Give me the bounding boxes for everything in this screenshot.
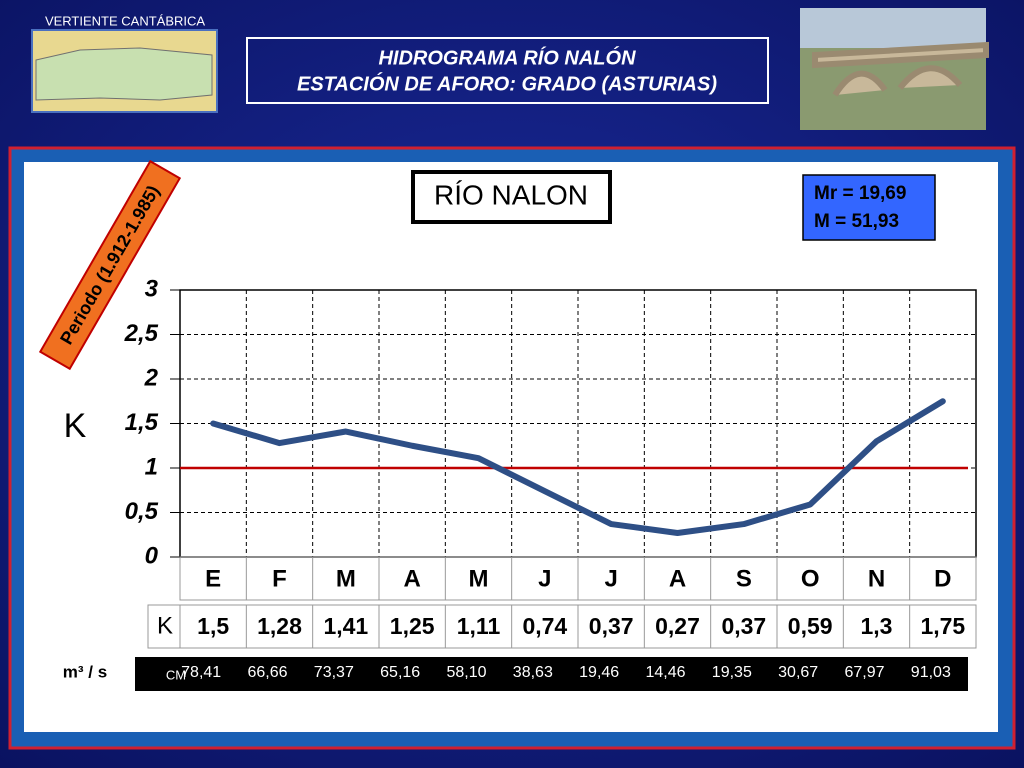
y-tick-label: 1 <box>145 453 158 480</box>
data-label: 0,74 <box>522 613 567 639</box>
data-label: 1,3 <box>861 613 893 639</box>
flow-value: 67,97 <box>844 664 884 681</box>
title-box <box>246 37 769 104</box>
x-tick-label: O <box>801 565 820 592</box>
data-label: 1,5 <box>197 613 229 639</box>
y-axis-label: K <box>64 407 87 445</box>
row-label: K <box>157 612 173 639</box>
flow-value: 73,37 <box>314 664 354 681</box>
flow-value: 19,35 <box>712 664 752 681</box>
region-label: VERTIENTE CANTÁBRICA <box>45 13 205 28</box>
flow-value: 91,03 <box>911 664 951 681</box>
y-tick-label: 0,5 <box>125 498 159 525</box>
data-label: 1,25 <box>390 613 435 639</box>
flow-value: 30,67 <box>778 664 818 681</box>
data-label: 1,28 <box>257 613 302 639</box>
data-label: 1,41 <box>323 613 368 639</box>
x-tick-label: E <box>205 565 221 592</box>
x-tick-label: J <box>538 565 551 592</box>
flow-value: 66,66 <box>247 664 287 681</box>
stats-box <box>802 174 936 241</box>
flow-value: 78,41 <box>181 664 221 681</box>
y-tick-label: 2,5 <box>124 320 159 347</box>
x-tick-label: F <box>272 565 287 592</box>
data-label: 1,75 <box>920 613 965 639</box>
title-line: ESTACIÓN DE AFORO: GRADO (ASTURIAS) <box>297 71 717 95</box>
x-tick-label: A <box>403 565 420 592</box>
category-row <box>179 556 977 601</box>
stat: Mr = 19,69 <box>814 183 906 204</box>
flow-row-label: CM <box>166 667 186 682</box>
plot: 0 0,5 1 1,5 2 2,5 3 E 78,41 F 66,66 M 73,37 A 65,16 M 58… <box>124 275 977 681</box>
y-tick-label: 1,5 <box>125 409 159 436</box>
x-tick-label: N <box>868 565 885 592</box>
x-tick-label: M <box>336 565 356 592</box>
data-label: 1,11 <box>457 613 501 639</box>
x-tick-label: M <box>469 565 489 592</box>
flow-row <box>135 657 968 691</box>
period-box <box>38 159 182 371</box>
value-row <box>147 604 977 649</box>
map-shape <box>35 47 213 101</box>
chart-area <box>24 162 998 732</box>
data-label: 0,37 <box>721 613 766 639</box>
stat: M = 51,93 <box>814 211 899 232</box>
flow-value: 65,16 <box>380 664 420 681</box>
flow-value: 14,46 <box>645 664 685 681</box>
y-tick-label: 0 <box>145 542 159 569</box>
flow-value: 19,46 <box>579 664 619 681</box>
chart-title-box <box>411 170 612 224</box>
data-label: 0,59 <box>788 613 833 639</box>
x-tick-label: J <box>604 565 617 592</box>
chart-title: RÍO NALON <box>434 179 588 210</box>
flow-value: 38,63 <box>513 664 553 681</box>
x-tick-label: A <box>669 565 686 592</box>
x-tick-label: D <box>934 565 951 592</box>
data-line <box>210 398 946 536</box>
title-line: HIDROGRAMA RÍO NALÓN <box>378 45 636 69</box>
flow-value: 58,10 <box>446 664 486 681</box>
x-tick-label: S <box>736 565 752 592</box>
data-label: 0,37 <box>589 613 634 639</box>
y-tick-label: 3 <box>145 275 159 302</box>
photo-bridge <box>812 41 989 97</box>
unit-label: m³ / s <box>63 662 107 681</box>
photo-sky <box>800 8 986 48</box>
data-label: 0,27 <box>655 613 700 639</box>
y-tick-label: 2 <box>144 364 159 391</box>
